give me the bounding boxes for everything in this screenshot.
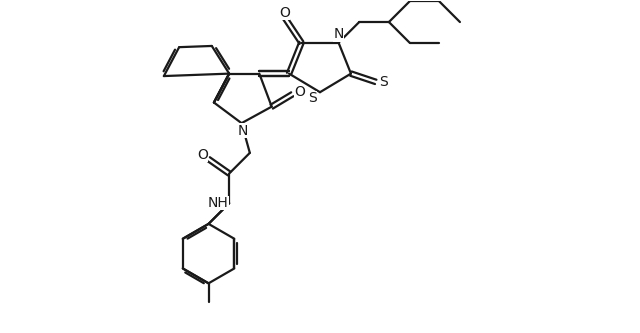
Text: N: N	[237, 124, 248, 138]
Text: S: S	[379, 75, 388, 89]
Text: O: O	[294, 85, 305, 99]
Text: S: S	[308, 91, 317, 105]
Text: O: O	[280, 6, 291, 20]
Text: O: O	[197, 148, 208, 162]
Text: N: N	[333, 27, 344, 41]
Text: NH: NH	[207, 196, 228, 210]
